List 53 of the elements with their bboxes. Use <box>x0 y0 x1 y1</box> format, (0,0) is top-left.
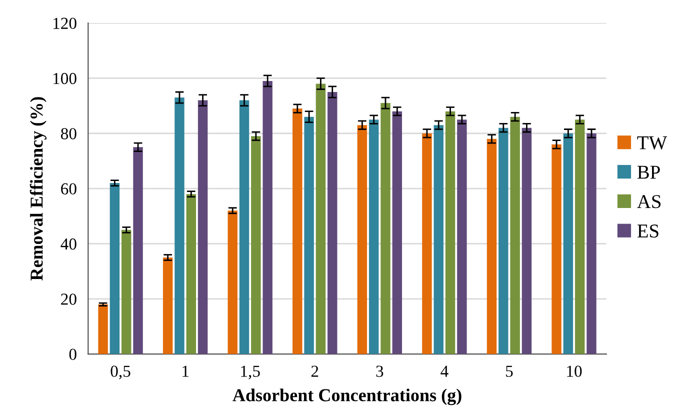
bar <box>392 111 402 354</box>
bar <box>574 120 585 354</box>
legend-label: ES <box>637 224 658 238</box>
bar <box>563 133 574 354</box>
bar <box>122 230 132 354</box>
bar <box>292 108 302 354</box>
bar <box>162 258 173 354</box>
x-tick-label: 5 <box>506 366 513 377</box>
bar <box>422 133 432 354</box>
y-tick-label: 100 <box>53 72 76 84</box>
x-tick-label: 4 <box>440 366 448 377</box>
y-tick-label: 20 <box>61 294 76 305</box>
legend-label: TW <box>637 136 668 150</box>
bar <box>174 98 184 354</box>
bar <box>239 100 250 354</box>
bar <box>368 120 379 354</box>
x-tick-label: 10 <box>567 366 582 377</box>
x-axis-title: Adsorbent Concentrations (g) <box>232 388 462 406</box>
bar <box>380 103 390 354</box>
x-tick-label: 0,5 <box>110 366 130 380</box>
y-tick-label: 0 <box>69 348 76 360</box>
bar <box>522 128 532 354</box>
bar <box>228 210 238 354</box>
bar <box>304 116 314 354</box>
bar <box>133 147 143 354</box>
bar <box>434 125 444 354</box>
y-axis-title: Removal Efficiency (%) <box>30 97 46 280</box>
bar <box>445 111 456 354</box>
bar <box>357 125 368 354</box>
bar <box>262 80 272 354</box>
x-tick-label: 2 <box>311 366 318 377</box>
bar <box>198 100 208 354</box>
legend-label: AS <box>637 195 661 208</box>
bar <box>552 144 562 354</box>
bar <box>486 138 497 354</box>
bar <box>328 92 338 354</box>
legend-label: BP <box>637 166 660 179</box>
bar <box>498 128 508 354</box>
x-tick-label: 1 <box>182 366 188 377</box>
bar <box>186 194 196 354</box>
bar <box>251 136 261 354</box>
bar <box>457 120 467 354</box>
bar <box>98 304 108 354</box>
bar <box>510 116 520 354</box>
y-tick-label: 120 <box>53 18 76 29</box>
bar <box>316 84 326 354</box>
y-tick-label: 60 <box>61 183 76 194</box>
bar <box>110 183 120 354</box>
x-tick-label: 1,5 <box>241 366 260 380</box>
y-tick-label: 80 <box>61 128 76 140</box>
bar <box>586 133 596 354</box>
x-tick-label: 3 <box>376 366 384 377</box>
y-tick-label: 40 <box>60 238 76 250</box>
